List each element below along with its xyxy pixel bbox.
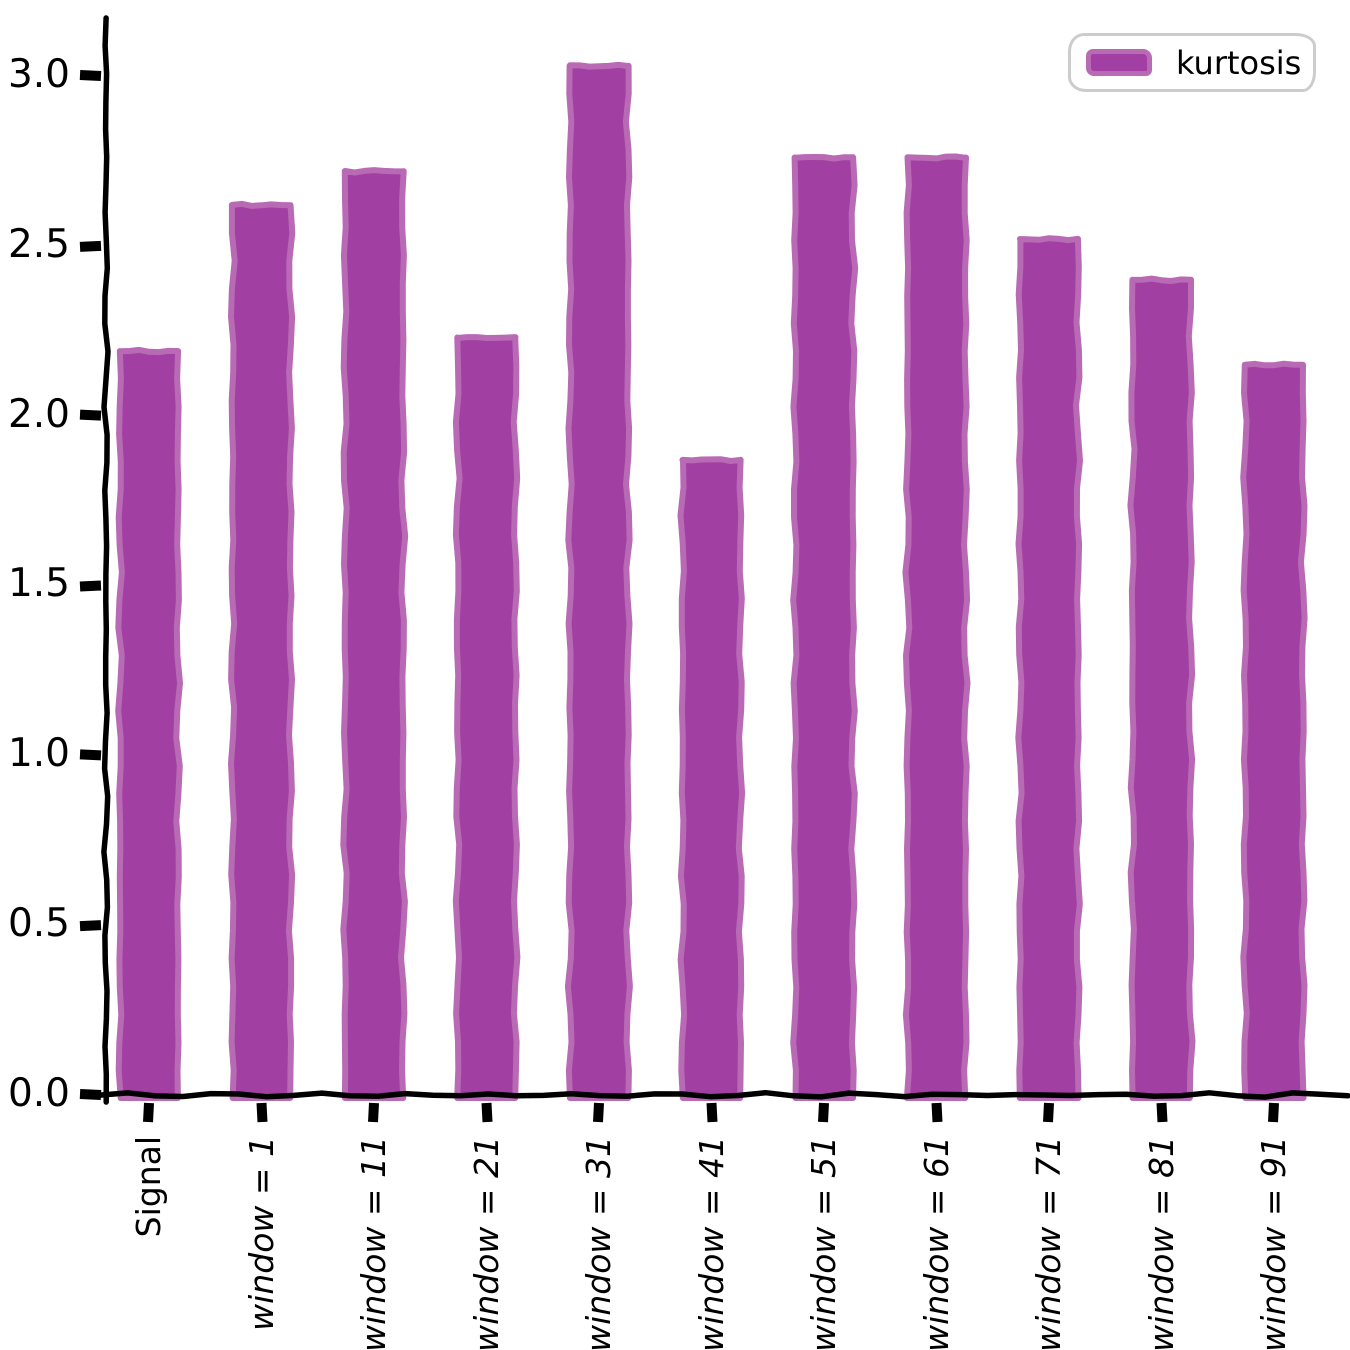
y-tick-label: 2.5 <box>7 221 70 267</box>
bar-window-1 <box>228 200 296 1101</box>
y-tick <box>79 409 102 421</box>
x-tick <box>1268 1102 1279 1123</box>
x-tick-label: window = 21 <box>466 1136 506 1350</box>
x-tick-label: window = 41 <box>691 1136 731 1350</box>
y-tick-label: 1.0 <box>7 731 70 777</box>
bar-window-91 <box>1240 360 1308 1101</box>
y-tick <box>79 240 102 252</box>
x-tick <box>1156 1102 1168 1123</box>
y-tick-label: 0.5 <box>7 901 70 947</box>
x-tick <box>481 1102 493 1123</box>
x-tick <box>143 1102 154 1123</box>
y-tick <box>79 69 102 81</box>
bar-window-31 <box>564 61 633 1101</box>
x-tick <box>931 1102 943 1123</box>
x-tick-label: window = 91 <box>1254 1136 1293 1350</box>
bar-signal <box>115 346 183 1101</box>
legend-label: kurtosis <box>1176 43 1302 82</box>
x-tick-label: window = 81 <box>1141 1136 1181 1350</box>
bar-window-11 <box>340 167 409 1101</box>
bar-window-81 <box>1127 275 1196 1101</box>
y-tick-label: 3.0 <box>7 51 70 97</box>
x-tick <box>368 1102 379 1123</box>
y-tick <box>79 749 102 761</box>
y-axis-spine <box>101 15 111 1105</box>
x-tick-label: Signal <box>129 1136 168 1238</box>
x-tick-label: window = 11 <box>354 1136 393 1350</box>
x-tick <box>706 1102 718 1123</box>
y-tick <box>79 580 102 592</box>
bar-window-61 <box>902 153 971 1101</box>
x-tick <box>593 1102 604 1123</box>
x-tick <box>818 1102 829 1123</box>
x-tick-label: window = 31 <box>579 1136 618 1350</box>
legend: kurtosis <box>1068 33 1316 92</box>
bar-window-51 <box>790 154 859 1101</box>
y-tick-label: 1.5 <box>7 561 70 607</box>
y-tick-label: 2.0 <box>7 391 70 437</box>
x-axis-spine <box>97 1089 1350 1100</box>
bar-window-41 <box>677 456 746 1101</box>
bar-window-71 <box>1015 235 1083 1101</box>
x-tick <box>1043 1102 1054 1123</box>
legend-swatch <box>1086 49 1152 76</box>
x-tick-label: window = 1 <box>241 1136 281 1331</box>
x-tick-label: window = 51 <box>804 1136 843 1350</box>
y-tick <box>79 1089 102 1100</box>
y-tick <box>79 920 102 932</box>
x-tick <box>256 1102 268 1123</box>
x-tick-label: window = 71 <box>1029 1136 1068 1350</box>
x-tick-label: window = 61 <box>916 1136 956 1350</box>
bar-window-21 <box>452 334 521 1101</box>
y-tick-label: 0.0 <box>7 1071 70 1116</box>
